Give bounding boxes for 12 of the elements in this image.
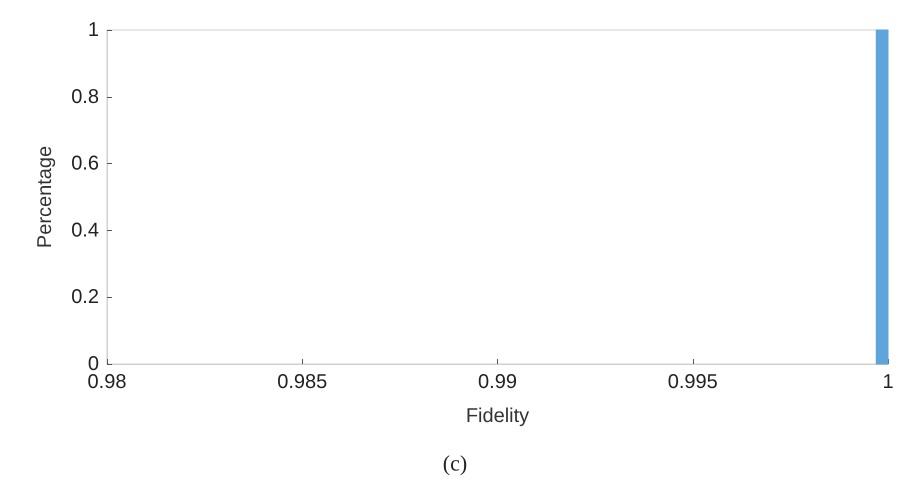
x-tick-label: 0.985 (277, 371, 328, 393)
x-tick-label: 1 (882, 371, 894, 393)
x-tick-label: 0.99 (478, 371, 517, 393)
y-tick-label: 1 (88, 19, 99, 41)
y-tick-label: 0.2 (71, 286, 99, 308)
y-tick-label: 0.4 (71, 219, 99, 242)
x-axis-title: Fidelity (466, 405, 530, 427)
y-tick-label: 0.6 (71, 152, 99, 175)
x-tick-label: 0.995 (668, 371, 718, 393)
y-axis-title: Percentage (34, 146, 56, 248)
text: (c) (442, 450, 468, 476)
y-tick-label: 0.8 (71, 86, 99, 108)
